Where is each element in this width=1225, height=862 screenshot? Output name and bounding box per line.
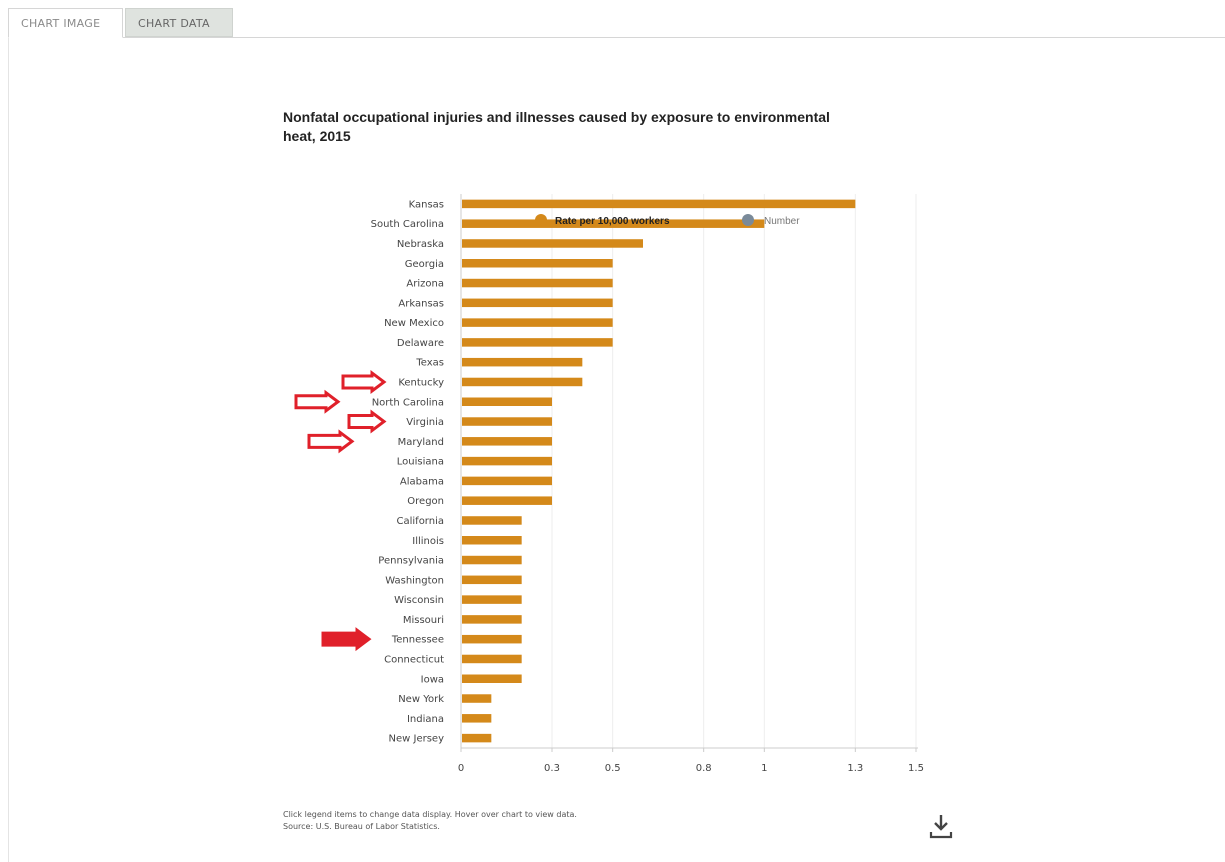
bar-maryland[interactable]: [462, 437, 552, 446]
bar-georgia[interactable]: [462, 259, 613, 268]
category-label: North Carolina: [372, 397, 444, 408]
category-label: Oregon: [407, 496, 444, 507]
category-label: Alabama: [400, 476, 444, 487]
category-label: South Carolina: [371, 219, 444, 230]
bar-new-jersey[interactable]: [462, 733, 492, 743]
category-label: Arkansas: [398, 298, 444, 309]
x-tick-label: 0.3: [544, 763, 560, 774]
bar-louisiana[interactable]: [462, 456, 552, 466]
legend-marker-rate[interactable]: [535, 214, 547, 226]
tab-chart-image[interactable]: CHART IMAGE: [8, 8, 123, 38]
x-tick-label: 0.5: [605, 763, 621, 774]
category-label: Wisconsin: [394, 595, 444, 606]
bar-south-carolina[interactable]: [462, 219, 765, 228]
bar-wisconsin[interactable]: [462, 595, 522, 604]
bar-kansas[interactable]: [462, 199, 856, 209]
legend-item-rate[interactable]: Rate per 10,000 workers: [555, 216, 670, 227]
tab-chart-data[interactable]: CHART DATA: [125, 8, 233, 37]
category-label: Nebraska: [397, 239, 444, 250]
bar-illinois[interactable]: [462, 536, 522, 545]
category-label: Indiana: [407, 714, 444, 725]
category-label: Iowa: [421, 674, 444, 685]
bar-iowa[interactable]: [462, 674, 522, 684]
bar-delaware[interactable]: [462, 338, 613, 347]
category-label: Arizona: [406, 279, 444, 290]
category-label: New Mexico: [384, 318, 444, 329]
arrow-icon: [307, 429, 355, 454]
x-tick-label: 1.5: [908, 763, 924, 774]
category-label: New York: [398, 694, 444, 705]
category-label: Tennessee: [391, 635, 444, 646]
arrow-icon: [341, 369, 387, 394]
x-tick-label: 1: [761, 763, 767, 774]
category-label: Louisiana: [397, 457, 444, 468]
download-button[interactable]: [928, 812, 954, 842]
footnote-instructions: Click legend items to change data displa…: [283, 810, 577, 819]
legend-item-number[interactable]: Number: [764, 216, 800, 227]
footnote-source: Source: U.S. Bureau of Labor Statistics.: [283, 822, 440, 831]
bar-new-mexico[interactable]: [462, 318, 613, 327]
bar-nebraska[interactable]: [462, 239, 643, 248]
bar-california[interactable]: [462, 516, 522, 525]
bar-missouri[interactable]: [462, 615, 522, 624]
x-tick-label: 0: [458, 763, 464, 774]
tab-bar: CHART IMAGE CHART DATA: [8, 8, 1225, 38]
tab-divider: [8, 37, 1225, 38]
download-icon: [929, 815, 953, 839]
bar-kentucky[interactable]: [462, 377, 583, 387]
category-label: Kansas: [409, 199, 444, 210]
chart-footnote: Click legend items to change data displa…: [283, 809, 577, 833]
x-tick-label: 0.8: [696, 763, 712, 774]
bar-pennsylvania[interactable]: [462, 555, 522, 565]
bar-north-carolina[interactable]: [462, 397, 552, 407]
bar-arkansas[interactable]: [462, 298, 613, 308]
bar-connecticut[interactable]: [462, 654, 522, 664]
bar-washington[interactable]: [462, 575, 522, 585]
category-label: Georgia: [405, 259, 444, 270]
category-label: Pennsylvania: [378, 556, 444, 567]
category-label: California: [397, 516, 445, 527]
arrow-icon: [321, 627, 372, 652]
category-label: Texas: [415, 358, 444, 369]
chart-panel: [8, 38, 1225, 862]
chart-title: Nonfatal occupational injuries and illne…: [283, 109, 830, 144]
category-label: New Jersey: [389, 734, 445, 745]
bar-texas[interactable]: [462, 357, 583, 367]
arrow-icon: [294, 389, 341, 414]
category-label: Virginia: [406, 417, 444, 428]
bar-oregon[interactable]: [462, 496, 552, 505]
category-label: Washington: [385, 575, 444, 586]
bar-arizona[interactable]: [462, 278, 613, 288]
bar-virginia[interactable]: [462, 417, 552, 426]
bar-new-york[interactable]: [462, 694, 492, 703]
bar-chart[interactable]: 0 0.3 0.5 0.8 1 1.3 1.5 Kansas South Carolina Neb…: [0, 0, 1225, 800]
bar-indiana[interactable]: [462, 714, 492, 723]
category-label: Maryland: [398, 437, 444, 448]
x-tick-label: 1.3: [847, 763, 863, 774]
category-label: Missouri: [403, 615, 444, 626]
bar-tennessee[interactable]: [462, 634, 522, 644]
category-label: Illinois: [412, 536, 444, 547]
category-label: Kentucky: [398, 377, 444, 388]
category-label: Connecticut: [384, 654, 444, 665]
bar-alabama[interactable]: [462, 476, 552, 486]
legend-marker-number[interactable]: [742, 214, 754, 226]
category-label: Delaware: [397, 338, 444, 349]
arrow-icon: [347, 409, 387, 434]
